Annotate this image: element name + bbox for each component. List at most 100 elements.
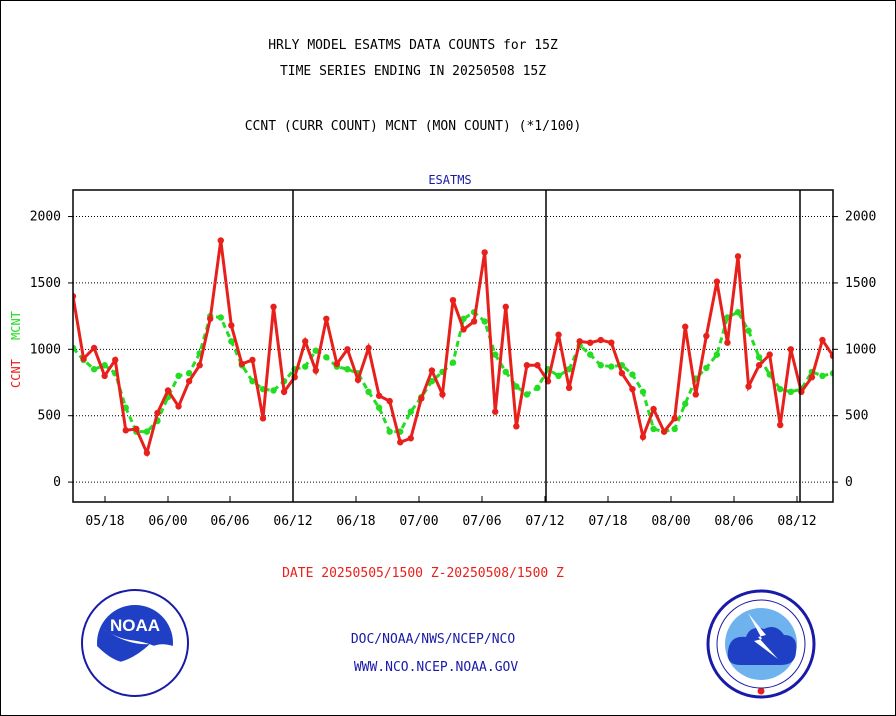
point-ccnt-56: [660, 428, 668, 435]
series-layer: [73, 237, 833, 458]
y-tick-right-500: 500: [845, 409, 868, 424]
point-ccnt-27: [354, 376, 362, 384]
point-mcnt-14: [217, 314, 224, 321]
point-ccnt-48: [576, 338, 583, 345]
point-mcnt-17: [249, 377, 256, 385]
point-mcnt-68: [787, 388, 794, 396]
point-mcnt-42: [513, 383, 520, 390]
point-mcnt-46: [555, 372, 562, 380]
point-ccnt-63: [734, 253, 742, 260]
point-mcnt-55: [650, 425, 657, 433]
noaa-logo: NOAA: [81, 589, 189, 697]
point-mcnt-36: [449, 359, 457, 366]
point-ccnt-51: [608, 339, 615, 346]
point-mcnt-57: [671, 425, 678, 433]
point-mcnt-10: [175, 372, 182, 380]
point-mcnt-63: [734, 308, 742, 316]
point-mcnt-2: [90, 366, 98, 373]
x-tick-05-18: 05/18: [85, 514, 124, 529]
x-tick-07-12: 07/12: [525, 514, 564, 529]
point-mcnt-5: [122, 404, 129, 411]
point-ccnt-4: [112, 356, 119, 364]
point-ccnt-61: [713, 278, 721, 285]
point-ccnt-7: [143, 449, 151, 457]
point-ccnt-15: [228, 322, 235, 329]
point-ccnt-54: [639, 433, 647, 441]
point-mcnt-15: [228, 338, 235, 345]
point-ccnt-57: [671, 415, 678, 422]
point-mcnt-67: [777, 385, 784, 393]
point-mcnt-37: [460, 315, 467, 322]
point-ccnt-47: [565, 384, 573, 392]
point-ccnt-67: [777, 421, 784, 429]
noaa-logo-text: NOAA: [110, 616, 160, 635]
chart-title-line3: CCNT (CURR COUNT) MCNT (MON COUNT) (*1/1…: [244, 119, 582, 134]
point-ccnt-68: [787, 346, 794, 353]
point-mcnt-50: [597, 362, 604, 369]
point-ccnt-70: [808, 374, 816, 381]
point-mcnt-26: [344, 366, 351, 373]
point-ccnt-28: [365, 344, 372, 352]
y-tick-right-0: 0: [845, 475, 853, 490]
point-ccnt-12: [196, 362, 203, 369]
credit-line-1: DOC/NOAA/NWS/NCEP/NCO: [350, 632, 516, 647]
point-ccnt-0: [73, 293, 77, 300]
national-weather-service-logo: [706, 589, 816, 699]
point-ccnt-11: [185, 377, 193, 385]
point-mcnt-30: [386, 428, 393, 435]
point-ccnt-6: [133, 425, 140, 433]
point-ccnt-41: [502, 303, 509, 311]
point-mcnt-43: [523, 391, 531, 398]
point-mcnt-28: [365, 388, 372, 396]
point-ccnt-10: [175, 403, 182, 410]
y-tick-left-1000: 1000: [30, 342, 61, 357]
grid: [73, 216, 833, 483]
y-label-ccnt: CCNT: [9, 359, 23, 388]
point-mcnt-11: [185, 370, 193, 377]
point-ccnt-52: [618, 370, 626, 377]
point-ccnt-36: [449, 296, 457, 304]
point-mcnt-34: [428, 377, 436, 385]
point-mcnt-32: [407, 408, 414, 415]
point-mcnt-61: [713, 351, 721, 358]
x-tick-07-00: 07/00: [399, 514, 438, 529]
point-ccnt-60: [703, 332, 710, 340]
x-tick-08-12: 08/12: [777, 514, 816, 529]
point-mcnt-41: [502, 368, 509, 376]
point-ccnt-13: [207, 315, 214, 322]
y-tick-left-500: 500: [38, 409, 61, 424]
point-mcnt-51: [608, 363, 615, 370]
point-ccnt-46: [555, 331, 562, 338]
point-ccnt-43: [523, 362, 531, 369]
point-mcnt-0: [73, 344, 77, 352]
plot-border: [72, 189, 834, 503]
point-mcnt-60: [703, 364, 710, 372]
point-ccnt-20: [280, 388, 288, 396]
point-mcnt-53: [629, 371, 636, 378]
x-tick-06-18: 06/18: [336, 514, 375, 529]
point-ccnt-14: [217, 237, 224, 244]
point-ccnt-35: [439, 391, 446, 398]
point-ccnt-5: [122, 427, 129, 434]
point-mcnt-23: [312, 347, 319, 354]
point-mcnt-22: [302, 363, 309, 370]
point-mcnt-54: [639, 388, 647, 396]
point-ccnt-64: [745, 383, 752, 390]
axis-labels: 0 0 500 500 1000 1000 1500 1500 2000 2000 05/18 06/…: [9, 173, 876, 529]
point-ccnt-33: [418, 395, 425, 402]
point-mcnt-39: [481, 318, 488, 325]
plot-frame: [68, 189, 838, 503]
point-mcnt-40: [492, 351, 499, 358]
point-mcnt-44: [534, 384, 541, 392]
point-ccnt-42: [513, 423, 520, 430]
point-ccnt-37: [460, 326, 467, 333]
point-mcnt-64: [745, 327, 752, 334]
y-tick-right-1000: 1000: [845, 342, 876, 357]
point-ccnt-23: [312, 367, 319, 374]
point-ccnt-44: [534, 362, 541, 369]
point-ccnt-62: [724, 339, 731, 346]
point-mcnt-24: [323, 354, 330, 361]
point-ccnt-25: [333, 360, 341, 368]
point-ccnt-31: [397, 439, 404, 446]
